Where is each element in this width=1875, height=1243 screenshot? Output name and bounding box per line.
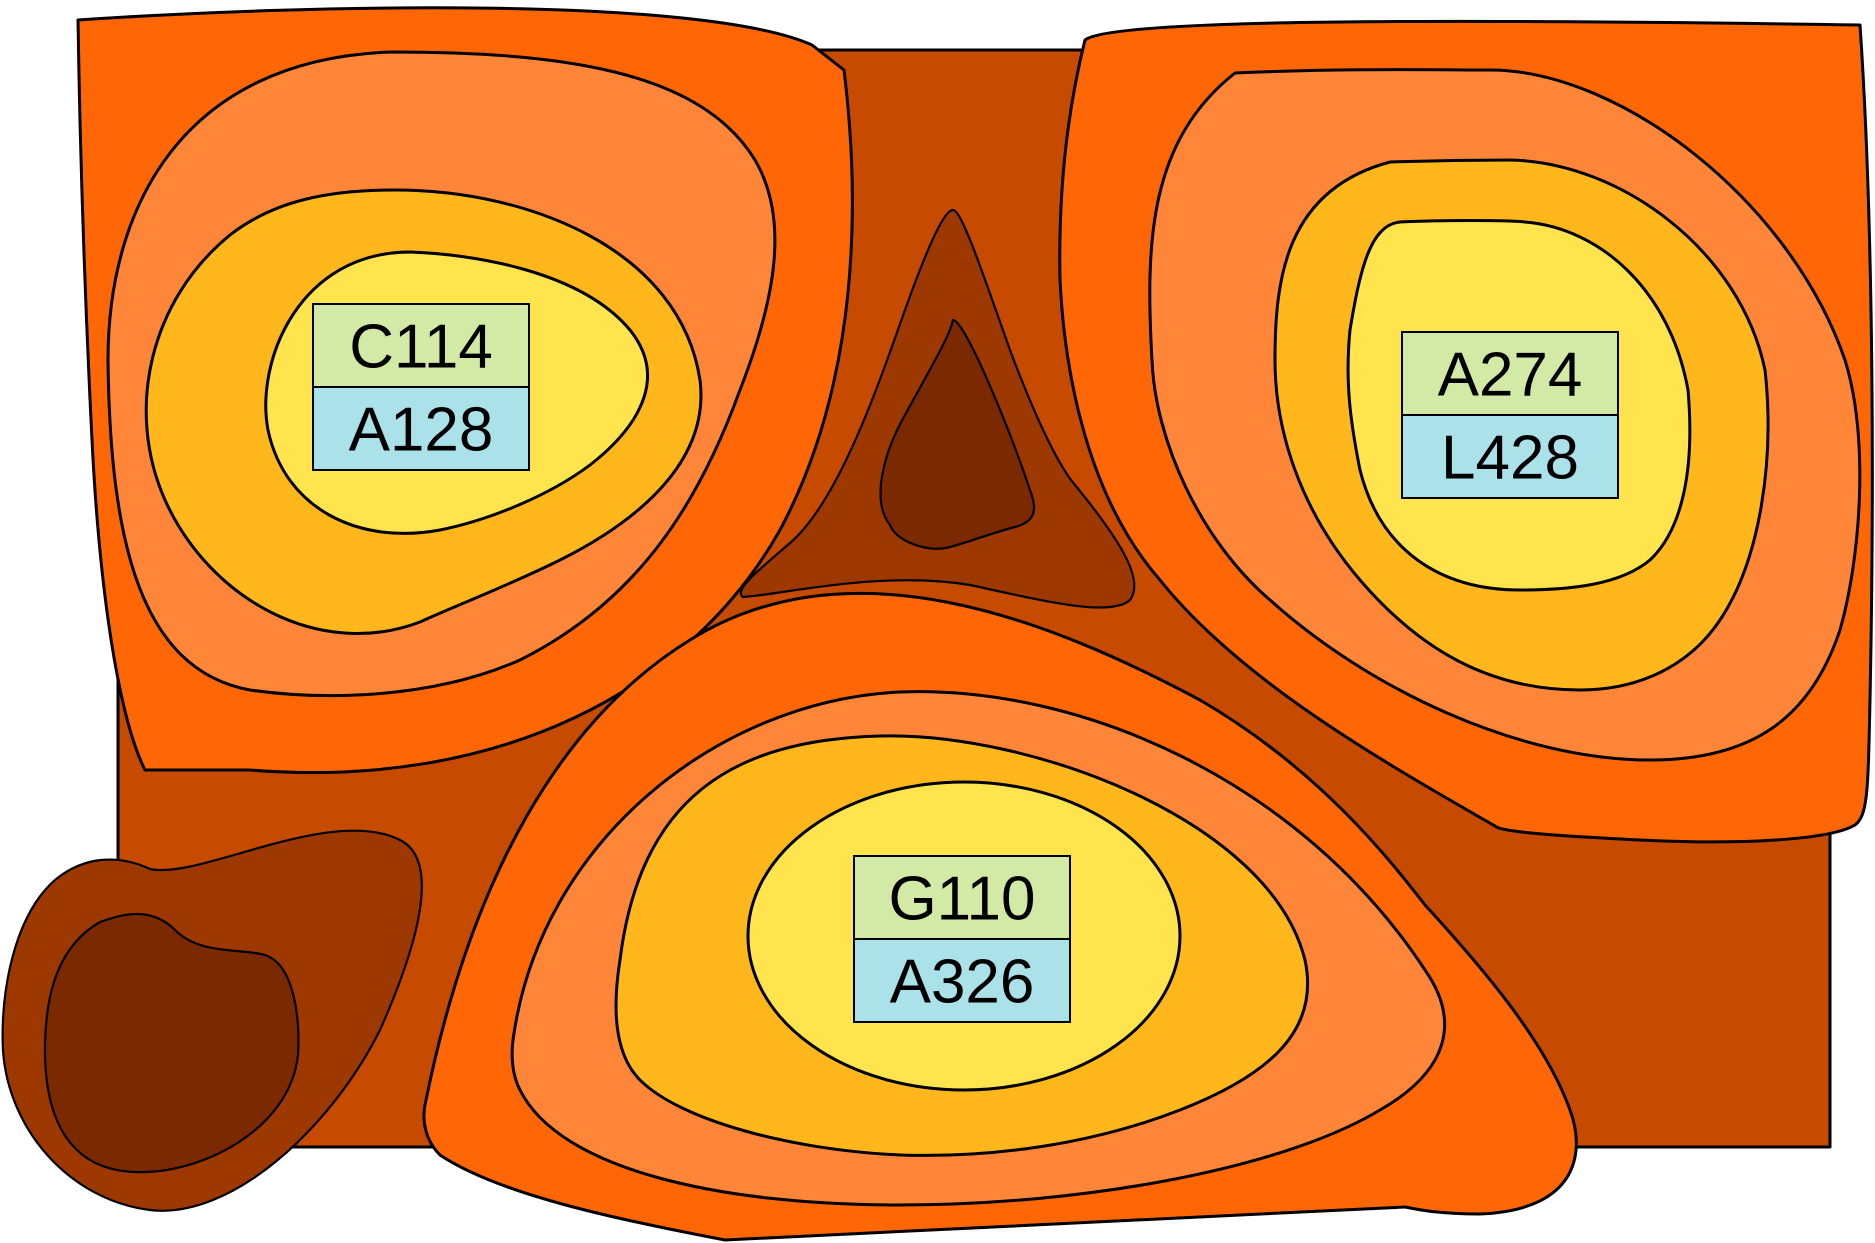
upper-left-bottom-label-box: [312, 386, 530, 471]
upper-left-label-badge: C114 A128: [312, 303, 530, 471]
upper-right-bottom-label: L428: [1441, 424, 1579, 493]
upper-right-top-label-box: [1401, 331, 1619, 416]
bottom-center-top-label-box: [853, 855, 1071, 940]
bottom-center-bottom-label: A326: [890, 948, 1035, 1017]
upper-left-bottom-label: A128: [349, 396, 494, 465]
center-trough-inner: [879, 318, 1036, 550]
bottom-center-top-label: G110: [888, 865, 1035, 934]
bottom-center-bottom-label-box: [853, 938, 1071, 1023]
upper-right-label-badge: A274 L428: [1401, 331, 1619, 499]
bottom-center-label-badge: G110 A326: [853, 855, 1071, 1023]
upper-left-top-label: C114: [349, 313, 493, 382]
left-trough-inner: [43, 912, 300, 1174]
upper-left-top-label-box: [312, 303, 530, 388]
upper-right-bottom-label-box: [1401, 414, 1619, 499]
upper-right-top-label: A274: [1438, 341, 1583, 410]
